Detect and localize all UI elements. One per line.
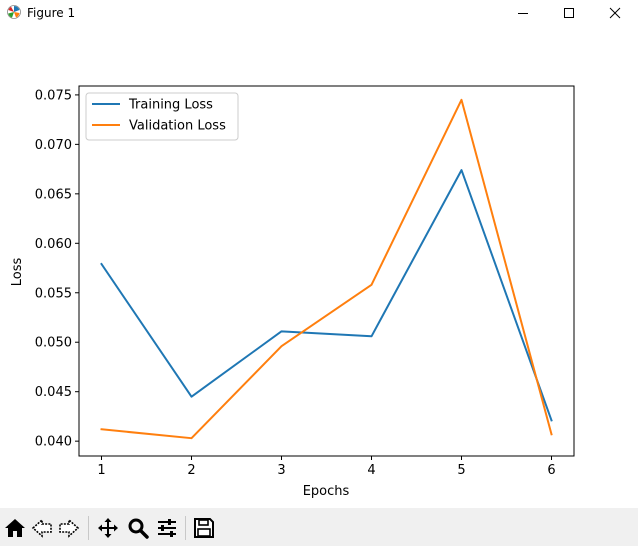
back-arrow-icon — [31, 518, 52, 538]
legend-box — [85, 92, 239, 141]
zoom-icon — [128, 518, 149, 539]
x-tick-label: 5 — [457, 463, 465, 478]
y-tick-label: 0.075 — [35, 88, 72, 103]
legend-label-validation: Validation Loss — [129, 119, 226, 134]
home-button[interactable] — [3, 516, 27, 540]
y-tick-label: 0.060 — [35, 237, 72, 252]
zoom-button[interactable] — [126, 516, 150, 540]
maximize-button[interactable] — [546, 0, 592, 26]
close-icon — [609, 7, 621, 19]
series-line-validation-loss — [100, 98, 553, 440]
x-tick-label: 4 — [367, 463, 375, 478]
y-tick-label: 0.050 — [35, 336, 72, 351]
x-axis-label: Epochs — [303, 484, 350, 499]
y-axis-label: Loss — [10, 258, 25, 287]
save-icon — [194, 518, 214, 538]
configure-subplots-button[interactable] — [155, 516, 179, 540]
matplotlib-icon — [7, 5, 21, 19]
minimize-button[interactable] — [500, 0, 546, 26]
y-tick-label: 0.070 — [35, 138, 72, 153]
line-chart: 1 2 3 4 5 6 0.040 0.045 0.050 0.055 0.060 0.065 0.0… — [10, 85, 575, 499]
y-tick-label: 0.065 — [35, 187, 72, 202]
configure-subplots-icon — [158, 519, 176, 537]
legend: Training Loss Validation Loss — [85, 92, 239, 141]
window-titlebar: Figure 1 — [0, 0, 638, 26]
x-tick-label: 2 — [187, 463, 195, 478]
x-tick-label: 3 — [277, 463, 285, 478]
forward-button[interactable] — [57, 516, 81, 540]
x-tick-label: 6 — [547, 463, 555, 478]
y-tick-label: 0.040 — [35, 435, 72, 450]
series-line-training-loss — [100, 169, 553, 422]
y-tick-label: 0.055 — [35, 286, 72, 301]
x-tick-label: 1 — [97, 463, 105, 478]
figure-canvas: 1 2 3 4 5 6 0.040 0.045 0.050 0.055 0.060 0.065 0.0… — [0, 26, 638, 508]
pan-icon — [98, 518, 118, 538]
toolbar-separator — [185, 516, 186, 540]
close-button[interactable] — [592, 0, 638, 26]
pan-button[interactable] — [96, 516, 120, 540]
home-icon — [5, 519, 25, 537]
back-button[interactable] — [30, 516, 54, 540]
window-title: Figure 1 — [27, 6, 76, 20]
forward-arrow-icon — [59, 518, 80, 538]
maximize-icon — [564, 8, 574, 18]
save-button[interactable] — [192, 516, 216, 540]
navigation-toolbar — [0, 508, 638, 546]
toolbar-separator — [88, 516, 89, 540]
y-tick-label: 0.045 — [35, 385, 72, 400]
legend-label-training: Training Loss — [128, 98, 213, 113]
minimize-icon — [518, 13, 528, 14]
plot-frame — [78, 85, 575, 457]
